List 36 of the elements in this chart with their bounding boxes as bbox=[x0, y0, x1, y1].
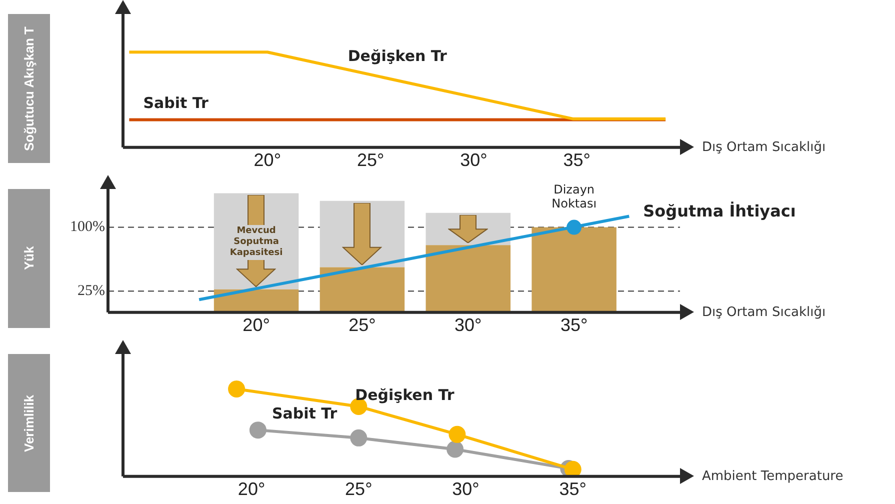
x-axis-title: Ambient Temperature bbox=[702, 468, 844, 484]
bar bbox=[426, 245, 511, 312]
y-tick-label: 100% bbox=[70, 219, 105, 236]
x-tick-label: 35° bbox=[559, 479, 586, 500]
point bbox=[446, 440, 464, 458]
point bbox=[228, 380, 246, 398]
point bbox=[249, 422, 266, 439]
x-tick-label: 30° bbox=[452, 479, 480, 500]
series-label: Değişken Tr bbox=[355, 386, 455, 404]
series-label: Sabit Tr bbox=[143, 94, 209, 112]
x-tick-label: 35° bbox=[563, 150, 590, 170]
series-label: Değişken Tr bbox=[348, 46, 448, 65]
series-label: Sabit Tr bbox=[272, 404, 338, 422]
point bbox=[448, 426, 466, 443]
x-tick-label: 25° bbox=[345, 479, 372, 500]
x-axis-title: Dış Ortam Sıcaklığı bbox=[702, 304, 826, 320]
annotation: Dizayn Noktası bbox=[552, 182, 597, 210]
x-tick-label: 35° bbox=[560, 315, 588, 336]
x-tick-label: 30° bbox=[460, 150, 488, 170]
y-axis-title: Yük bbox=[8, 189, 50, 328]
y-tick-label: 25% bbox=[77, 283, 105, 300]
x-tick-label: 20° bbox=[242, 315, 270, 336]
y-axis-title: Verimlilik bbox=[8, 354, 50, 492]
bar bbox=[320, 267, 405, 312]
series-label: Soğutma İhtiyacı bbox=[643, 201, 796, 220]
x-axis-title: Dış Ortam Sıcaklığı bbox=[702, 140, 826, 155]
bar bbox=[532, 227, 616, 312]
series-label: Mevcud Soputma Kapasitesi bbox=[216, 225, 296, 260]
point bbox=[564, 460, 582, 476]
x-tick-label: 20° bbox=[238, 479, 266, 500]
x-tick-label: 25° bbox=[348, 315, 376, 336]
y-axis-title: Soğutucu Akışkan T bbox=[8, 14, 50, 163]
x-tick-label: 25° bbox=[356, 150, 384, 170]
x-tick-label: 30° bbox=[454, 315, 482, 336]
x-tick-label: 20° bbox=[254, 150, 282, 170]
point bbox=[350, 429, 368, 446]
